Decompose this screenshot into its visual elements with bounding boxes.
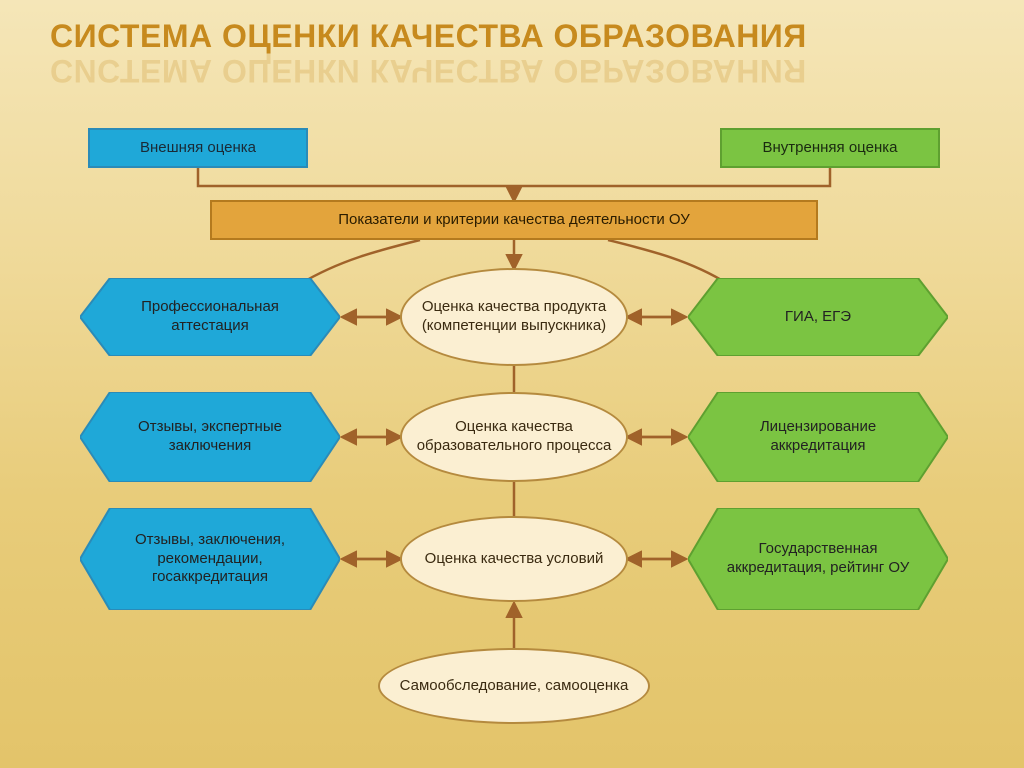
- hex-left-2: Отзывы, экспертные заключения: [80, 392, 340, 482]
- hex-right-1: ГИА, ЕГЭ: [688, 278, 948, 356]
- ellipse-center-3: Оценка качества условий: [400, 516, 628, 602]
- box-criteria: Показатели и критерии качества деятельно…: [210, 200, 818, 240]
- label: Внешняя оценка: [140, 139, 256, 158]
- hex-right-3: Государственная аккредитация, рейтинг ОУ: [688, 508, 948, 610]
- label: Отзывы, экспертные заключения: [80, 418, 340, 456]
- hex-right-2: Лицензирование аккредитация: [688, 392, 948, 482]
- ellipse-center-2: Оценка качества образовательного процесс…: [400, 392, 628, 482]
- label: Государственная аккредитация, рейтинг ОУ: [688, 540, 948, 578]
- hex-left-1: Профессиональная аттестация: [80, 278, 340, 356]
- label: Самообследование, самооценка: [400, 677, 629, 696]
- label: Оценка качества продукта (компетенции вы…: [416, 298, 612, 336]
- ellipse-bottom: Самообследование, самооценка: [378, 648, 650, 724]
- box-internal-assessment: Внутренняя оценка: [720, 128, 940, 168]
- label: Внутренняя оценка: [763, 139, 898, 158]
- label: Отзывы, заключения, рекомендации, госакк…: [80, 531, 340, 587]
- label: Показатели и критерии качества деятельно…: [338, 211, 690, 230]
- page-title: СИСТЕМА ОЦЕНКИ КАЧЕСТВА ОБРАЗОВАНИЯ: [50, 18, 807, 55]
- page-title-reflection: СИСТЕМА ОЦЕНКИ КАЧЕСТВА ОБРАЗОВАНИЯ: [50, 52, 807, 89]
- label: Профессиональная аттестация: [80, 298, 340, 336]
- box-external-assessment: Внешняя оценка: [88, 128, 308, 168]
- hex-left-3: Отзывы, заключения, рекомендации, госакк…: [80, 508, 340, 610]
- label: ГИА, ЕГЭ: [755, 308, 881, 327]
- ellipse-center-1: Оценка качества продукта (компетенции вы…: [400, 268, 628, 366]
- label: Оценка качества образовательного процесс…: [416, 418, 612, 456]
- label: Оценка качества условий: [425, 550, 604, 569]
- label: Лицензирование аккредитация: [688, 418, 948, 456]
